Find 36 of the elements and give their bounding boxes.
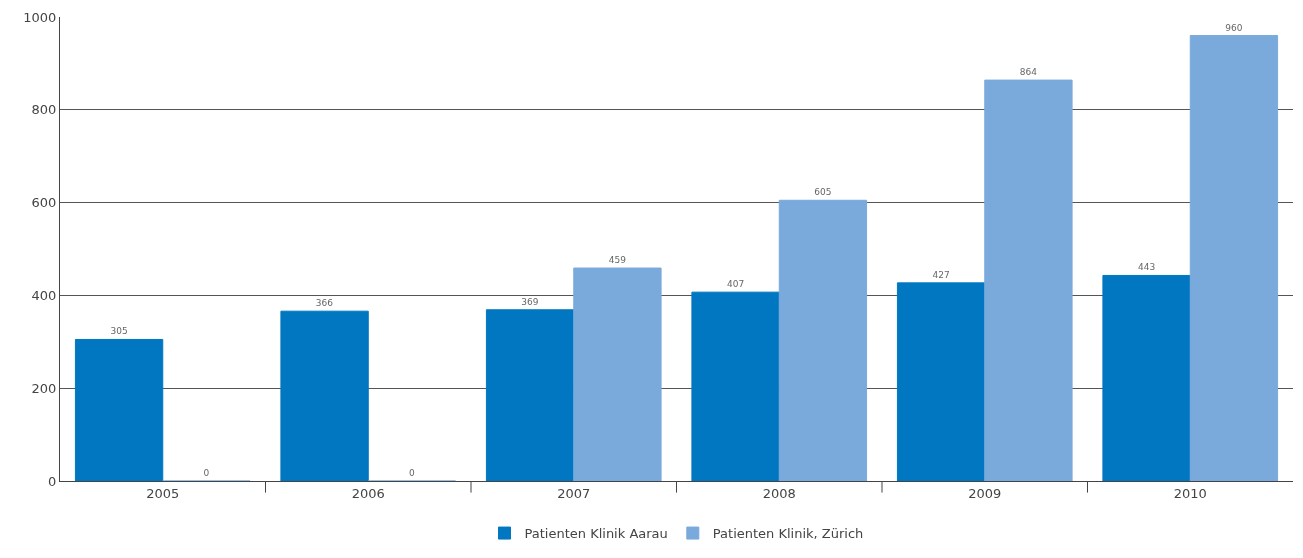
y-tick-label: 600 bbox=[31, 195, 57, 211]
y-tick-label: 1000 bbox=[23, 9, 57, 25]
bar bbox=[280, 310, 369, 481]
bar bbox=[573, 267, 662, 481]
bar bbox=[984, 79, 1073, 481]
legend-label: Patienten Klinik, Zürich bbox=[712, 526, 864, 542]
data-label: 443 bbox=[1137, 262, 1156, 273]
bar bbox=[485, 309, 575, 481]
data-label: 960 bbox=[1225, 22, 1243, 33]
bar bbox=[1102, 274, 1191, 481]
bar bbox=[1189, 35, 1279, 481]
x-tick-label: 2008 bbox=[762, 485, 796, 501]
data-label: 305 bbox=[110, 326, 128, 337]
x-tick-label: 2006 bbox=[351, 485, 385, 501]
x-tick-label: 2005 bbox=[146, 485, 180, 501]
y-tick-label: 400 bbox=[31, 287, 57, 303]
y-tick-label: 800 bbox=[31, 102, 57, 118]
bar bbox=[896, 282, 986, 481]
y-tick-label: 0 bbox=[48, 473, 57, 489]
bar bbox=[778, 199, 868, 481]
x-tick-label: 2009 bbox=[968, 485, 1002, 501]
y-tick-label: 200 bbox=[31, 380, 57, 396]
data-label: 407 bbox=[726, 279, 745, 290]
data-label: 427 bbox=[932, 269, 950, 280]
bar bbox=[74, 338, 164, 481]
x-tick-label: 2010 bbox=[1173, 485, 1207, 501]
data-label: 0 bbox=[408, 468, 415, 478]
data-label: 369 bbox=[521, 296, 539, 307]
data-label: 459 bbox=[608, 255, 627, 266]
data-label: 864 bbox=[1019, 67, 1038, 78]
legend-label: Patienten Klinik Aarau bbox=[524, 526, 668, 542]
data-label: 0 bbox=[203, 468, 210, 478]
data-label: 605 bbox=[814, 187, 832, 198]
x-tick-label: 2007 bbox=[557, 485, 591, 501]
bar bbox=[691, 291, 780, 481]
data-label: 366 bbox=[315, 298, 334, 309]
